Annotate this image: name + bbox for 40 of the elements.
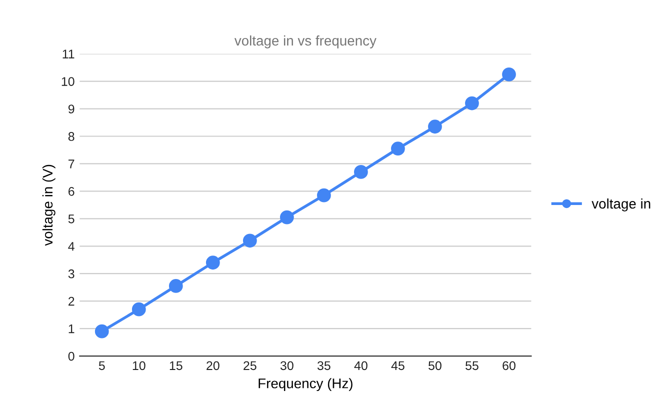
chart-title: voltage in vs frequency: [234, 35, 376, 48]
y-tick-label: 0: [68, 352, 74, 361]
x-tick-label: 30: [280, 361, 294, 370]
x-tick-label: 10: [132, 361, 146, 370]
y-tick-label: 11: [62, 50, 74, 58]
x-tick-label: 50: [428, 361, 442, 370]
x-tick-label: 25: [244, 361, 256, 370]
point: [428, 120, 442, 134]
y-tick-label: 8: [68, 132, 74, 141]
y-tick-label: 5: [68, 214, 74, 224]
point: [502, 67, 516, 82]
y-tick-label: 4: [68, 242, 74, 251]
x-tick-label: 5: [98, 361, 105, 370]
y-axis-title: voltage in (V): [42, 164, 56, 246]
y-tick-label: 2: [68, 296, 74, 306]
x-tick-label: 60: [502, 361, 516, 370]
point: [168, 279, 183, 293]
x-tick-label: 20: [206, 361, 220, 370]
y-tick-label: 10: [62, 77, 74, 86]
point: [132, 302, 146, 316]
point: [242, 234, 257, 248]
y-tick-label: 1: [68, 324, 74, 334]
point: [94, 324, 109, 338]
y-tick-label: 7: [68, 160, 74, 168]
legend-label: voltage in: [592, 198, 650, 212]
x-tick-label: 45: [391, 361, 404, 370]
x-axis-title: Frequency (Hz): [258, 378, 352, 392]
y-tick-label: 6: [68, 186, 74, 196]
x-tick-label: 35: [317, 361, 330, 370]
y-tick-label: 3: [68, 269, 74, 278]
x-tick-label: 15: [170, 361, 182, 370]
point: [354, 165, 368, 179]
x-tick-label: 40: [354, 361, 368, 370]
x-tick-label: 55: [466, 361, 478, 370]
point: [206, 256, 220, 270]
y-tick-label: 9: [68, 104, 74, 114]
point: [280, 210, 294, 224]
point: [317, 188, 331, 202]
point: [391, 142, 405, 156]
point: [465, 96, 479, 110]
